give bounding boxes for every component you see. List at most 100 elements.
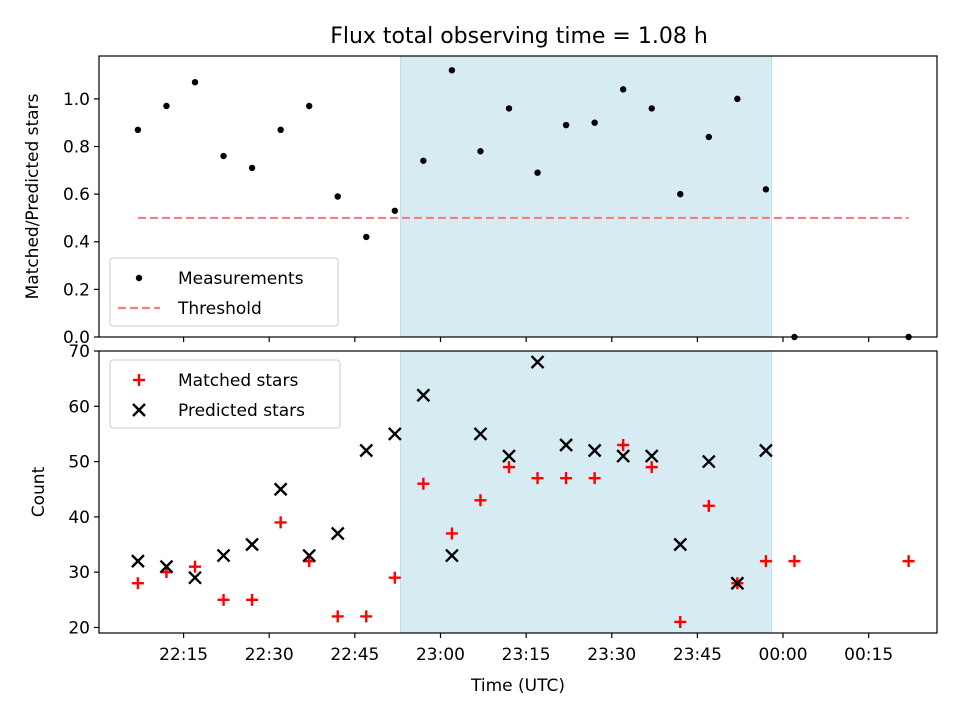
measurement-point — [734, 95, 741, 103]
legend: Measurements Threshold — [109, 257, 339, 327]
x-tick-label: 00:15 — [844, 645, 893, 665]
predicted-star-point — [330, 526, 345, 541]
matched-star-point — [331, 610, 344, 623]
measurement-point — [591, 119, 598, 126]
predicted-star-point — [416, 388, 431, 403]
x-tick-label: 23:00 — [416, 645, 465, 665]
y-tick-label: 70 — [68, 342, 90, 362]
legend-label: Matched stars — [178, 371, 298, 391]
measurement-point — [248, 164, 256, 172]
measurement-point — [305, 102, 313, 110]
matched-star-point — [474, 494, 487, 507]
predicted-star-point — [131, 554, 145, 568]
matched-star-point — [445, 527, 458, 540]
measurement-point — [619, 86, 627, 93]
top-axes-frame — [98, 55, 938, 338]
predicted-star-point — [759, 443, 773, 458]
y-tick-label: 0.2 — [63, 280, 90, 300]
measurement-point — [420, 157, 427, 164]
measurement-point — [163, 102, 170, 110]
y-tick-label: 20 — [68, 618, 90, 638]
y-tick-label: 0.8 — [63, 137, 90, 157]
legend-box — [109, 257, 339, 327]
matched-star-point — [274, 516, 287, 529]
predicted-star-point — [473, 427, 488, 441]
matched-star-point — [246, 593, 259, 606]
x-tick-label: 23:45 — [673, 645, 722, 665]
matched-star-point — [788, 555, 801, 568]
measurement-point — [505, 105, 513, 112]
bottom-y-axis-label: Count — [29, 466, 49, 517]
legend-marker-measurements — [135, 274, 143, 282]
bottom-axes-frame — [98, 350, 938, 634]
observing-window-shade — [400, 55, 773, 338]
measurement-point — [277, 126, 284, 134]
chart-title: Flux total observing time = 1.08 h — [330, 24, 708, 49]
predicted-star-point — [245, 537, 259, 552]
x-tick-label: 22:30 — [245, 645, 294, 665]
measurement-point — [391, 207, 399, 214]
matched-star-point — [131, 577, 144, 590]
predicted-star-point — [502, 449, 516, 463]
legend-box — [109, 359, 341, 429]
predicted-star-point — [445, 548, 459, 563]
x-tick-label: 23:30 — [587, 645, 636, 665]
measurement-point — [220, 152, 227, 160]
y-tick-label: 0.0 — [63, 328, 90, 348]
predicted-star-point — [273, 482, 288, 497]
matched-star-point — [617, 439, 630, 451]
predicted-star-point — [587, 443, 602, 458]
measurement-point — [334, 193, 341, 200]
matched-star-point — [360, 610, 373, 623]
panel-bottom: 20 30 40 50 60 70 22:15 22:30 22:45 23:00 23:15 23:… — [68, 342, 938, 665]
predicted-star-point — [644, 449, 659, 463]
matched-star-point — [217, 593, 230, 606]
measurement-point — [477, 148, 484, 155]
legend-label: Threshold — [177, 299, 262, 319]
predicted-star-point — [673, 537, 688, 552]
y-tick-label: 40 — [68, 508, 90, 528]
predicted-star-point — [159, 559, 174, 574]
legend-label: Predicted stars — [178, 401, 305, 421]
predicted-star-point — [559, 438, 573, 452]
predicted-star-point — [216, 548, 231, 563]
y-tick-label: 1.0 — [63, 90, 90, 110]
x-axis-label: Time (UTC) — [470, 676, 565, 696]
matched-star-point — [702, 499, 715, 512]
predicted-star-point — [359, 443, 374, 458]
matched-star-point — [503, 461, 516, 474]
observing-window-shade — [400, 350, 773, 634]
measurement-point — [134, 126, 142, 134]
predicted-star-point — [188, 570, 202, 585]
measurement-point — [363, 233, 370, 241]
measurement-point — [677, 190, 684, 198]
matched-star-point — [417, 477, 430, 490]
predicted-star-point — [302, 548, 317, 563]
panel-top: 0.0 0.2 0.4 0.6 0.8 1.0 Measurements Threshold — [63, 55, 938, 348]
legend-label: Measurements — [178, 269, 304, 289]
y-tick-label: 30 — [68, 563, 90, 583]
measurement-point — [762, 186, 770, 193]
y-tick-label: 0.6 — [63, 185, 90, 205]
predicted-star-point — [530, 355, 545, 369]
x-tick-label: 22:45 — [330, 645, 379, 665]
x-tick-label: 22:15 — [159, 645, 208, 665]
matched-star-point — [560, 472, 573, 485]
matched-star-point — [674, 615, 687, 628]
matched-star-point — [388, 571, 401, 584]
matched-star-point — [902, 555, 915, 568]
matched-star-point — [759, 555, 772, 568]
x-tick-label: 23:15 — [502, 645, 551, 665]
legend-marker-predicted — [132, 403, 146, 417]
matched-star-point — [645, 461, 658, 474]
matched-star-point — [531, 472, 544, 485]
y-tick-label: 60 — [68, 397, 90, 417]
measurement-point — [562, 121, 570, 129]
measurement-point — [648, 105, 655, 112]
predicted-star-point — [387, 427, 402, 441]
x-tick-label: 00:00 — [759, 645, 808, 665]
predicted-star-point — [616, 449, 631, 463]
legend: Matched stars Predicted stars — [109, 359, 341, 429]
measurement-point — [448, 67, 456, 74]
